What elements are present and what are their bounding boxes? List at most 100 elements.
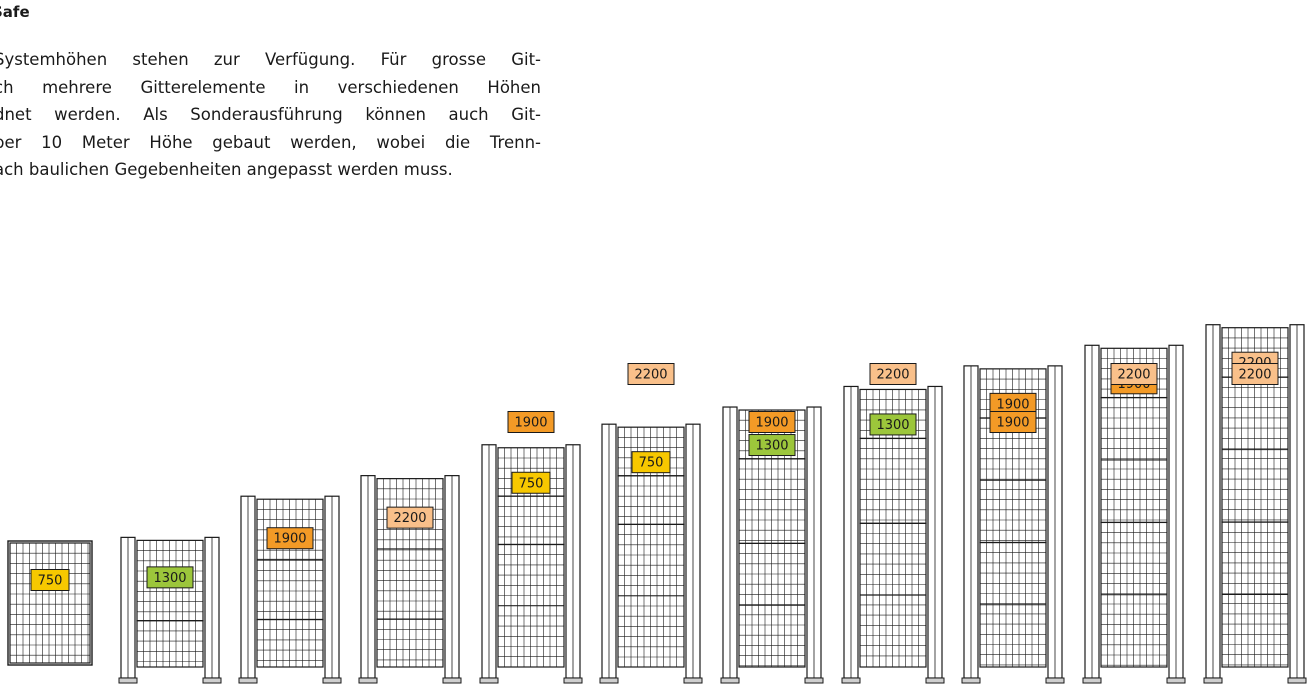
mesh-grid <box>377 619 443 667</box>
height-label-text: 750 <box>38 574 63 589</box>
post-foot <box>1166 677 1186 684</box>
height-label: 2200 <box>869 363 917 385</box>
mesh-grid <box>618 475 684 525</box>
height-label-text: 1900 <box>273 532 306 547</box>
height-label: 2200 <box>1231 363 1279 385</box>
height-label: 1900 <box>989 411 1037 433</box>
element-frame <box>7 540 93 666</box>
height-label: 1900 <box>507 411 555 433</box>
height-label: 750 <box>30 569 70 591</box>
mesh-frame <box>738 458 806 544</box>
post-foot <box>961 677 981 684</box>
post-foot <box>563 677 583 684</box>
height-label-text: 1900 <box>996 416 1029 431</box>
fence-column: 750 <box>7 540 93 666</box>
height-label: 2200 <box>386 506 434 529</box>
height-label-text: 1300 <box>755 439 788 454</box>
mesh-frame <box>859 437 927 524</box>
fence-column: 750 2200 <box>599 363 703 684</box>
post-foot <box>683 677 703 684</box>
height-label-text: 1900 <box>996 397 1029 412</box>
height-label-box <box>989 411 1037 433</box>
fence-column: 750 1900 <box>479 411 583 684</box>
height-label-text: 1900 <box>514 416 547 431</box>
post-foot <box>1082 677 1102 684</box>
fence-column: 1900 <box>238 495 342 684</box>
height-label-box <box>1110 363 1158 385</box>
height-label: 2200 <box>1110 363 1158 385</box>
mesh-frame <box>136 620 204 668</box>
mesh-grid <box>257 619 323 667</box>
description-text: Systemhöhen stehen zur Verfügung. Für gr… <box>0 46 541 184</box>
mesh-frame <box>617 475 685 526</box>
height-label: 1300 <box>146 566 194 589</box>
post-foot <box>925 677 945 684</box>
section-heading: Safe <box>0 3 30 21</box>
post-foot <box>804 677 824 684</box>
mesh-frame <box>9 542 91 664</box>
mesh-grid <box>739 458 805 544</box>
post-foot <box>599 677 619 684</box>
height-label-box <box>30 569 70 591</box>
height-label-box <box>631 451 671 474</box>
height-label-box <box>507 411 555 433</box>
height-label: 1900 <box>266 527 314 550</box>
mesh-frame <box>859 388 927 440</box>
fence-column: 1300 <box>118 536 222 684</box>
mesh-grid <box>10 543 90 663</box>
description-line: ber 10 Meter Höhe gebaut werden, wobei d… <box>0 132 541 152</box>
height-label-box <box>266 527 314 550</box>
height-label-box <box>869 363 917 385</box>
fence-column: 1300 2200 <box>841 363 945 684</box>
height-label: 750 <box>511 471 551 494</box>
mesh-frame <box>136 539 204 622</box>
height-label-box <box>748 434 796 457</box>
post-foot <box>322 677 342 684</box>
height-label-box <box>146 566 194 589</box>
mesh-frame <box>1100 347 1168 399</box>
description-line: dnet werden. Als Sonderausführung können… <box>0 105 541 124</box>
post-foot <box>720 677 740 684</box>
height-label-box <box>386 506 434 529</box>
height-label: 1900 <box>748 411 796 433</box>
mesh-frame <box>256 618 324 668</box>
description-line: ch mehrere Gitterelemente in verschieden… <box>0 77 541 97</box>
height-label-text: 2200 <box>393 511 426 526</box>
post-foot <box>202 677 222 684</box>
mesh-grid <box>860 438 926 524</box>
fence-column: 1900 1900 <box>961 365 1065 684</box>
post-foot <box>238 677 258 684</box>
mesh-frame <box>497 447 565 497</box>
height-label-text: 2200 <box>634 368 667 383</box>
height-label-text: 2200 <box>876 368 909 383</box>
height-label-box <box>1231 363 1279 385</box>
height-label-text: 1300 <box>153 571 186 586</box>
height-label: 2200 <box>627 363 675 385</box>
height-label-text: 750 <box>519 476 544 491</box>
post-foot <box>442 677 462 684</box>
post-foot <box>479 677 499 684</box>
description-line: Systemhöhen stehen zur Verfügung. Für gr… <box>0 50 541 69</box>
fence-column: 1300 1900 <box>720 406 824 684</box>
height-label-text: 1900 <box>755 416 788 431</box>
height-label-box <box>511 471 551 494</box>
post-foot <box>1045 677 1065 684</box>
mesh-frame <box>617 426 685 477</box>
post-foot <box>358 677 378 684</box>
mesh-frame <box>497 495 565 546</box>
height-label: 1300 <box>869 413 917 436</box>
post-foot <box>118 677 138 684</box>
height-label-text: 1300 <box>876 418 909 433</box>
height-label-text: 2200 <box>1238 368 1271 383</box>
height-label: 1300 <box>748 434 796 457</box>
post-foot <box>1203 677 1223 684</box>
post-foot <box>1287 677 1307 684</box>
mesh-grid <box>498 496 564 545</box>
height-label-box <box>748 411 796 433</box>
mesh-grid <box>137 620 203 667</box>
height-label-box <box>627 363 675 385</box>
post-foot <box>841 677 861 684</box>
